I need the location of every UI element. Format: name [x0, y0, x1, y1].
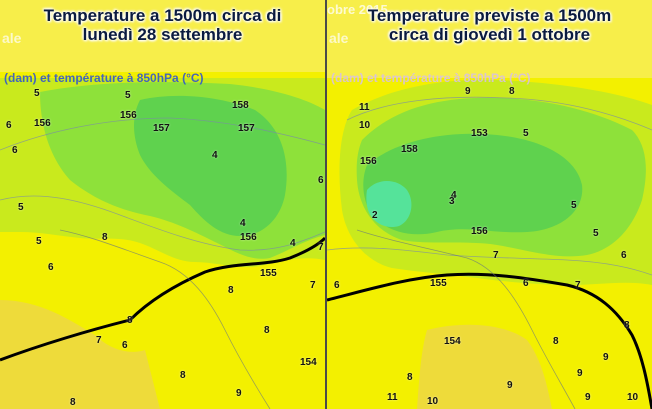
- top-band: [0, 0, 325, 72]
- map-label: 8: [102, 232, 108, 243]
- map-label: 6: [48, 262, 54, 273]
- map-label: 7: [310, 280, 316, 291]
- left-title: Temperature a 1500m circa di lunedì 28 s…: [0, 6, 325, 44]
- map-label: 9: [507, 380, 513, 391]
- map-label: 156: [471, 226, 488, 237]
- right-title-line1: Temperature previste a 1500m: [367, 6, 612, 25]
- contour-thin-2: [346, 96, 652, 131]
- map-label: 3: [449, 196, 455, 207]
- geopotential-155-line: [327, 272, 652, 409]
- left-map-panel: ale Temperature a 1500m circa di lunedì …: [0, 0, 325, 409]
- dark-green-zone: [363, 133, 583, 235]
- map-label: 156: [240, 232, 257, 243]
- map-label: 8: [70, 397, 76, 408]
- map-label: 8: [509, 86, 515, 97]
- geopotential-155-line: [0, 236, 325, 362]
- map-label: 9: [236, 388, 242, 399]
- map-label: 8: [264, 325, 270, 336]
- right-title: Temperature previste a 1500m circa di gi…: [327, 6, 652, 44]
- map-label: 153: [471, 128, 488, 139]
- map-label: 10: [427, 396, 439, 407]
- left-subtitle: (dam) et température à 850hPa (°C): [4, 71, 204, 85]
- map-label: 5: [571, 200, 577, 211]
- watermark-fragment: ale: [2, 30, 22, 46]
- map-label: 4: [451, 190, 457, 201]
- map-label: 11: [359, 102, 370, 113]
- map-label: 11: [387, 392, 398, 403]
- left-title-line2: lunedì 28 settembre: [82, 25, 243, 44]
- map-label: 158: [232, 100, 249, 111]
- map-label: 156: [360, 156, 377, 167]
- map-label: 5: [125, 90, 131, 101]
- coastline: [59, 229, 271, 409]
- map-label: 9: [603, 352, 609, 363]
- map-label: 9: [577, 368, 583, 379]
- map-label: 6: [122, 340, 128, 351]
- left-title-line1: Temperature a 1500m circa di: [43, 6, 282, 25]
- map-label: 4: [290, 238, 296, 249]
- map-label: 2: [372, 210, 378, 221]
- map-label: 6: [334, 280, 340, 291]
- map-label: 154: [300, 357, 317, 368]
- map-label: 4: [240, 218, 246, 229]
- map-label: 155: [430, 278, 447, 289]
- map-label: 6: [523, 278, 529, 289]
- right-map-panel: obre 2015 ale Temperature previste a 150…: [327, 0, 652, 409]
- watermark-year: obre 2015: [327, 2, 388, 17]
- map-label: 157: [153, 123, 170, 134]
- right-title-line2: circa di giovedì 1 ottobre: [388, 25, 591, 44]
- map-label: 10: [359, 120, 371, 131]
- left-temperature-map: [0, 0, 325, 409]
- map-label: 8: [180, 370, 186, 381]
- map-label: 5: [18, 202, 24, 213]
- map-label: 5: [36, 236, 42, 247]
- top-band: [327, 0, 652, 78]
- right-subtitle: (dam) et température à 850hPa (°C): [331, 71, 531, 85]
- map-label: 4: [212, 150, 218, 161]
- panel-divider: [325, 0, 327, 409]
- map-label: 8: [127, 315, 133, 326]
- watermark-fragment: ale: [329, 30, 349, 46]
- cyan-green-zone: [366, 181, 412, 228]
- map-label: 156: [34, 118, 51, 129]
- map-label: 10: [627, 392, 639, 403]
- map-label: 9: [465, 86, 471, 97]
- map-label: 6: [6, 120, 12, 131]
- map-label: 6: [318, 175, 324, 186]
- map-label: 7: [96, 335, 102, 346]
- right-temperature-map: [327, 0, 652, 409]
- map-label: 8: [553, 336, 559, 347]
- map-label: 5: [593, 228, 599, 239]
- orange-zone: [0, 300, 160, 409]
- contour-thin-2: [0, 117, 325, 151]
- map-label: 154: [444, 336, 461, 347]
- map-label: 5: [523, 128, 529, 139]
- contour-thin-1: [327, 247, 652, 276]
- orange-zone: [417, 324, 552, 409]
- map-label: 9: [585, 392, 591, 403]
- map-label: 6: [621, 250, 627, 261]
- coastline: [356, 229, 576, 409]
- map-label: 7: [318, 242, 324, 253]
- map-label: 157: [238, 123, 255, 134]
- map-label: 156: [120, 110, 137, 121]
- map-label: 8: [407, 372, 413, 383]
- map-label: 5: [34, 88, 40, 99]
- map-label: 158: [401, 144, 418, 155]
- dark-green-zone: [134, 95, 287, 236]
- contour-thin-1: [0, 195, 325, 251]
- map-label: 7: [493, 250, 499, 261]
- map-label: 7: [575, 280, 581, 291]
- map-label: 155: [260, 268, 277, 279]
- map-label: 6: [12, 145, 18, 156]
- map-label: 8: [624, 320, 630, 331]
- map-label: 8: [228, 285, 234, 296]
